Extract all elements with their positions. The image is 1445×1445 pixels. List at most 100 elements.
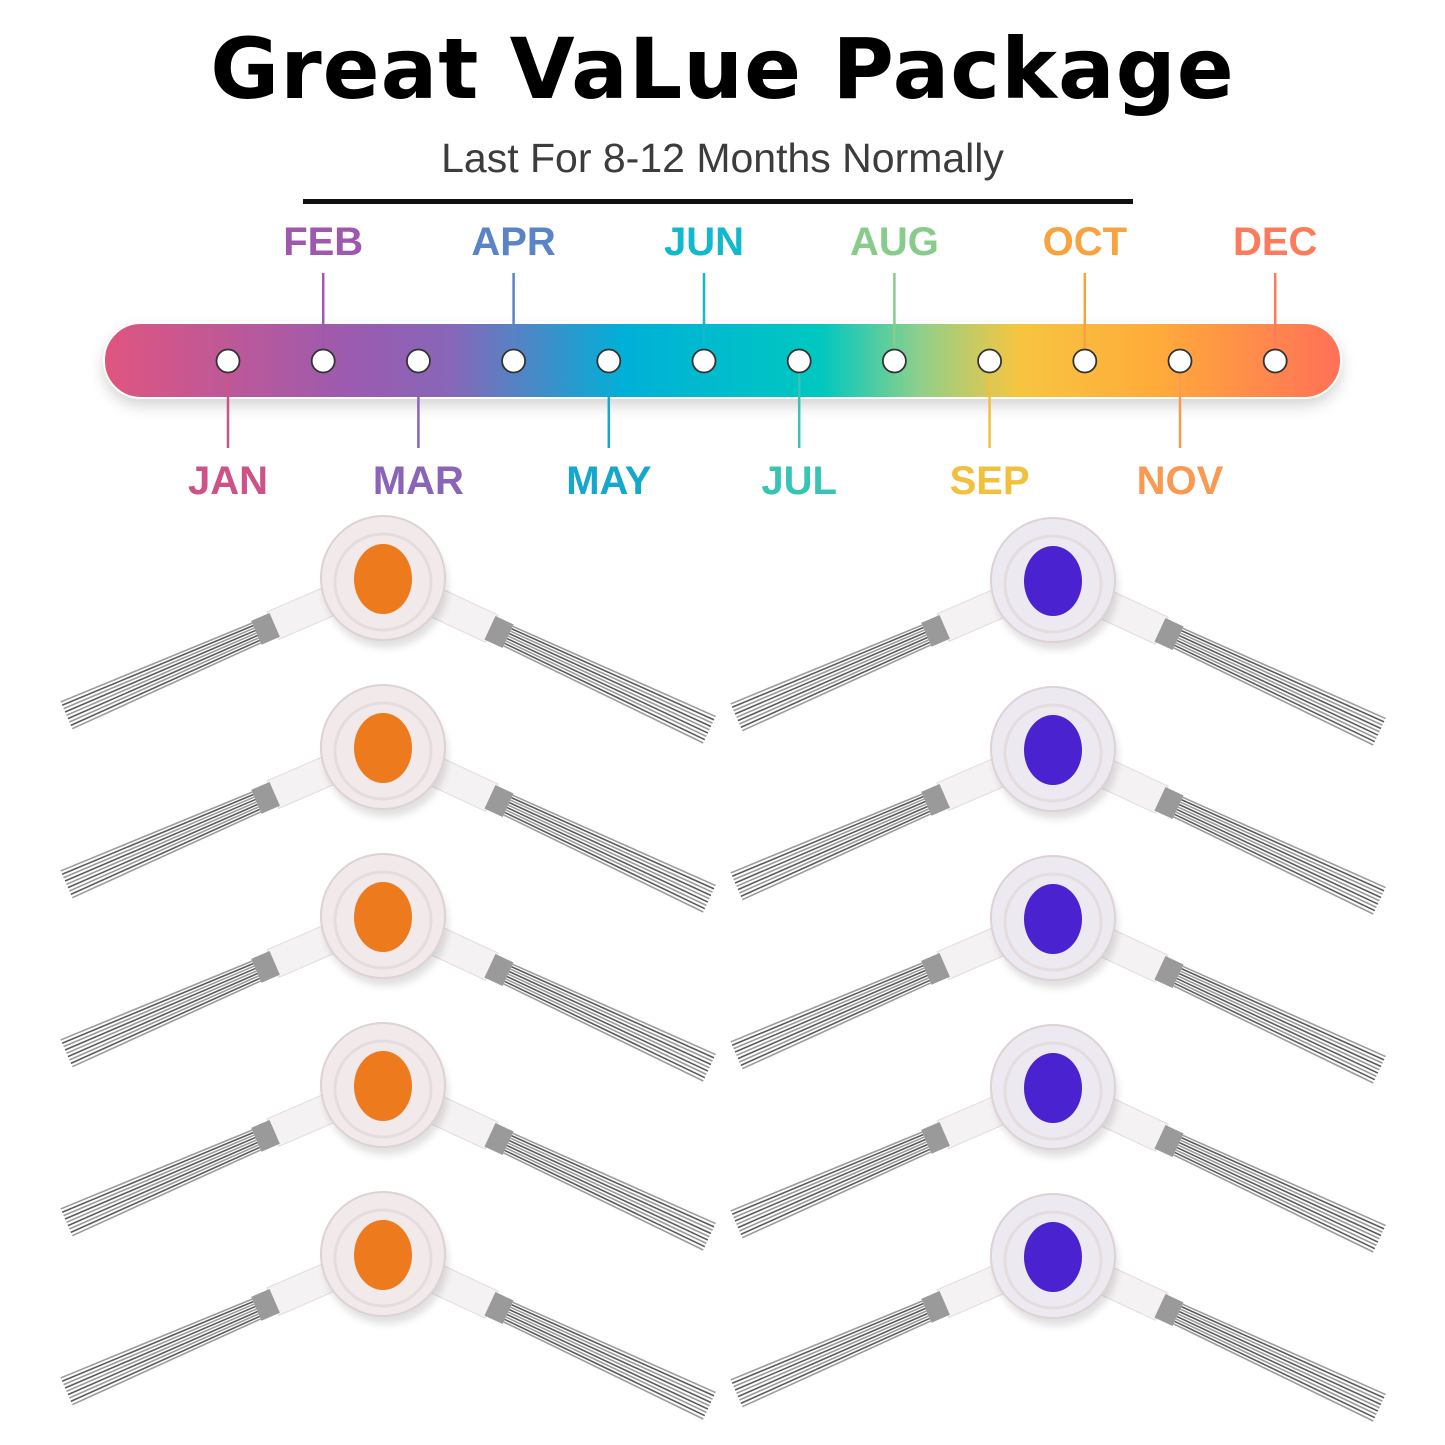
page-title: Great VaLue Package <box>210 20 1235 118</box>
divider <box>303 199 1133 204</box>
bristle-arm <box>412 580 716 744</box>
bristle-arm <box>730 581 1023 732</box>
month-marker-mar: MAR <box>373 348 464 503</box>
bristle-arm <box>730 1088 1023 1239</box>
hub-center <box>354 713 412 783</box>
month-label: JUN <box>664 220 744 264</box>
bristle-arm <box>730 1257 1023 1408</box>
month-marker-jun: JUN <box>664 220 744 374</box>
bristle-arm <box>730 750 1023 901</box>
month-dot <box>1167 348 1193 374</box>
brush-hub <box>320 1022 446 1148</box>
month-label: AUG <box>850 220 939 264</box>
month-label: JUL <box>761 459 837 503</box>
hub-shadow <box>324 862 448 986</box>
month-dot <box>405 348 431 374</box>
month-timeline: JAN FEB MAR APR MAY JUN JUL AUG SEP OCT NOV DEC <box>103 220 1342 503</box>
brush-hub <box>990 1024 1116 1150</box>
month-dot <box>215 348 241 374</box>
hub-shadow <box>994 695 1118 819</box>
month-marker-nov: NOV <box>1137 348 1224 503</box>
month-marker-jul: JUL <box>761 348 837 503</box>
hub-center <box>1024 546 1082 616</box>
bristle-arm <box>1082 920 1386 1084</box>
month-dot <box>310 348 336 374</box>
brush-hub <box>990 686 1116 812</box>
hub-shadow <box>324 1031 448 1155</box>
hub-center <box>1024 1053 1082 1123</box>
bristle-arm <box>412 1256 716 1420</box>
month-label: MAY <box>566 459 652 503</box>
bristle-arm <box>60 748 353 899</box>
month-marker-oct: OCT <box>1043 220 1127 374</box>
month-dot <box>596 348 622 374</box>
side-brush-right-1 <box>730 517 1386 746</box>
month-label: DEC <box>1233 220 1317 264</box>
month-label: NOV <box>1137 459 1224 503</box>
hub-shadow <box>994 1033 1118 1157</box>
gradient-bar <box>103 322 1342 399</box>
month-marker-may: MAY <box>566 348 652 503</box>
hub-center <box>354 882 412 952</box>
hub-shadow <box>994 526 1118 650</box>
side-brush-right-2 <box>730 686 1386 915</box>
hub-center <box>354 1220 412 1290</box>
month-dot <box>691 348 717 374</box>
month-label: SEP <box>950 459 1030 503</box>
brush-hub <box>990 1193 1116 1319</box>
brush-hub <box>320 684 446 810</box>
month-marker-dec: DEC <box>1233 220 1317 374</box>
month-dot <box>977 348 1002 374</box>
month-marker-aug: AUG <box>850 220 939 374</box>
month-dot <box>1262 348 1288 374</box>
brush-hub <box>320 1191 446 1317</box>
bristle-arm <box>1082 751 1386 915</box>
bristle-arm <box>60 917 353 1068</box>
bristle-arm <box>412 918 716 1082</box>
side-brush-left-1 <box>60 515 716 744</box>
hub-center <box>1024 1222 1082 1292</box>
month-dot <box>501 348 526 374</box>
bristle-arm <box>60 1086 353 1237</box>
side-brush-left-5 <box>60 1191 716 1420</box>
month-label: JAN <box>188 459 268 503</box>
month-label: MAR <box>373 459 464 503</box>
month-marker-feb: FEB <box>283 220 363 374</box>
side-brush-left-2 <box>60 684 716 913</box>
hub-shadow <box>324 524 448 648</box>
brush-hub <box>990 855 1116 981</box>
month-dot <box>786 348 812 374</box>
bristle-arm <box>1082 582 1386 746</box>
month-marker-sep: SEP <box>950 348 1030 503</box>
bristle-arm <box>1082 1089 1386 1253</box>
hub-center <box>1024 884 1082 954</box>
month-label: OCT <box>1043 220 1127 264</box>
side-brush-left-3 <box>60 853 716 1082</box>
side-brush-right-5 <box>730 1193 1386 1422</box>
bristle-arm <box>412 1087 716 1251</box>
bristle-arm <box>412 749 716 913</box>
hub-center <box>1024 715 1082 785</box>
brush-hub <box>320 515 446 641</box>
bristle-arm <box>1082 1258 1386 1422</box>
subtitle: Last For 8-12 Months Normally <box>441 135 1004 181</box>
side-brush-right-4 <box>730 1024 1386 1253</box>
month-dot <box>882 348 907 374</box>
brush-hub <box>990 517 1116 643</box>
month-marker-apr: APR <box>471 220 556 374</box>
hub-shadow <box>994 864 1118 988</box>
hub-shadow <box>994 1202 1118 1326</box>
bristle-arm <box>730 919 1023 1070</box>
side-brush-left-4 <box>60 1022 716 1251</box>
bristle-arm <box>60 579 353 730</box>
hub-shadow <box>324 693 448 817</box>
month-label: APR <box>471 220 556 264</box>
month-dot <box>1072 348 1098 374</box>
bristle-arm <box>60 1255 353 1406</box>
month-label: FEB <box>283 220 363 264</box>
month-marker-jan: JAN <box>188 348 268 503</box>
side-brush-right-3 <box>730 855 1386 1084</box>
brush-hub <box>320 853 446 979</box>
hub-shadow <box>324 1200 448 1324</box>
hub-center <box>354 1051 412 1121</box>
